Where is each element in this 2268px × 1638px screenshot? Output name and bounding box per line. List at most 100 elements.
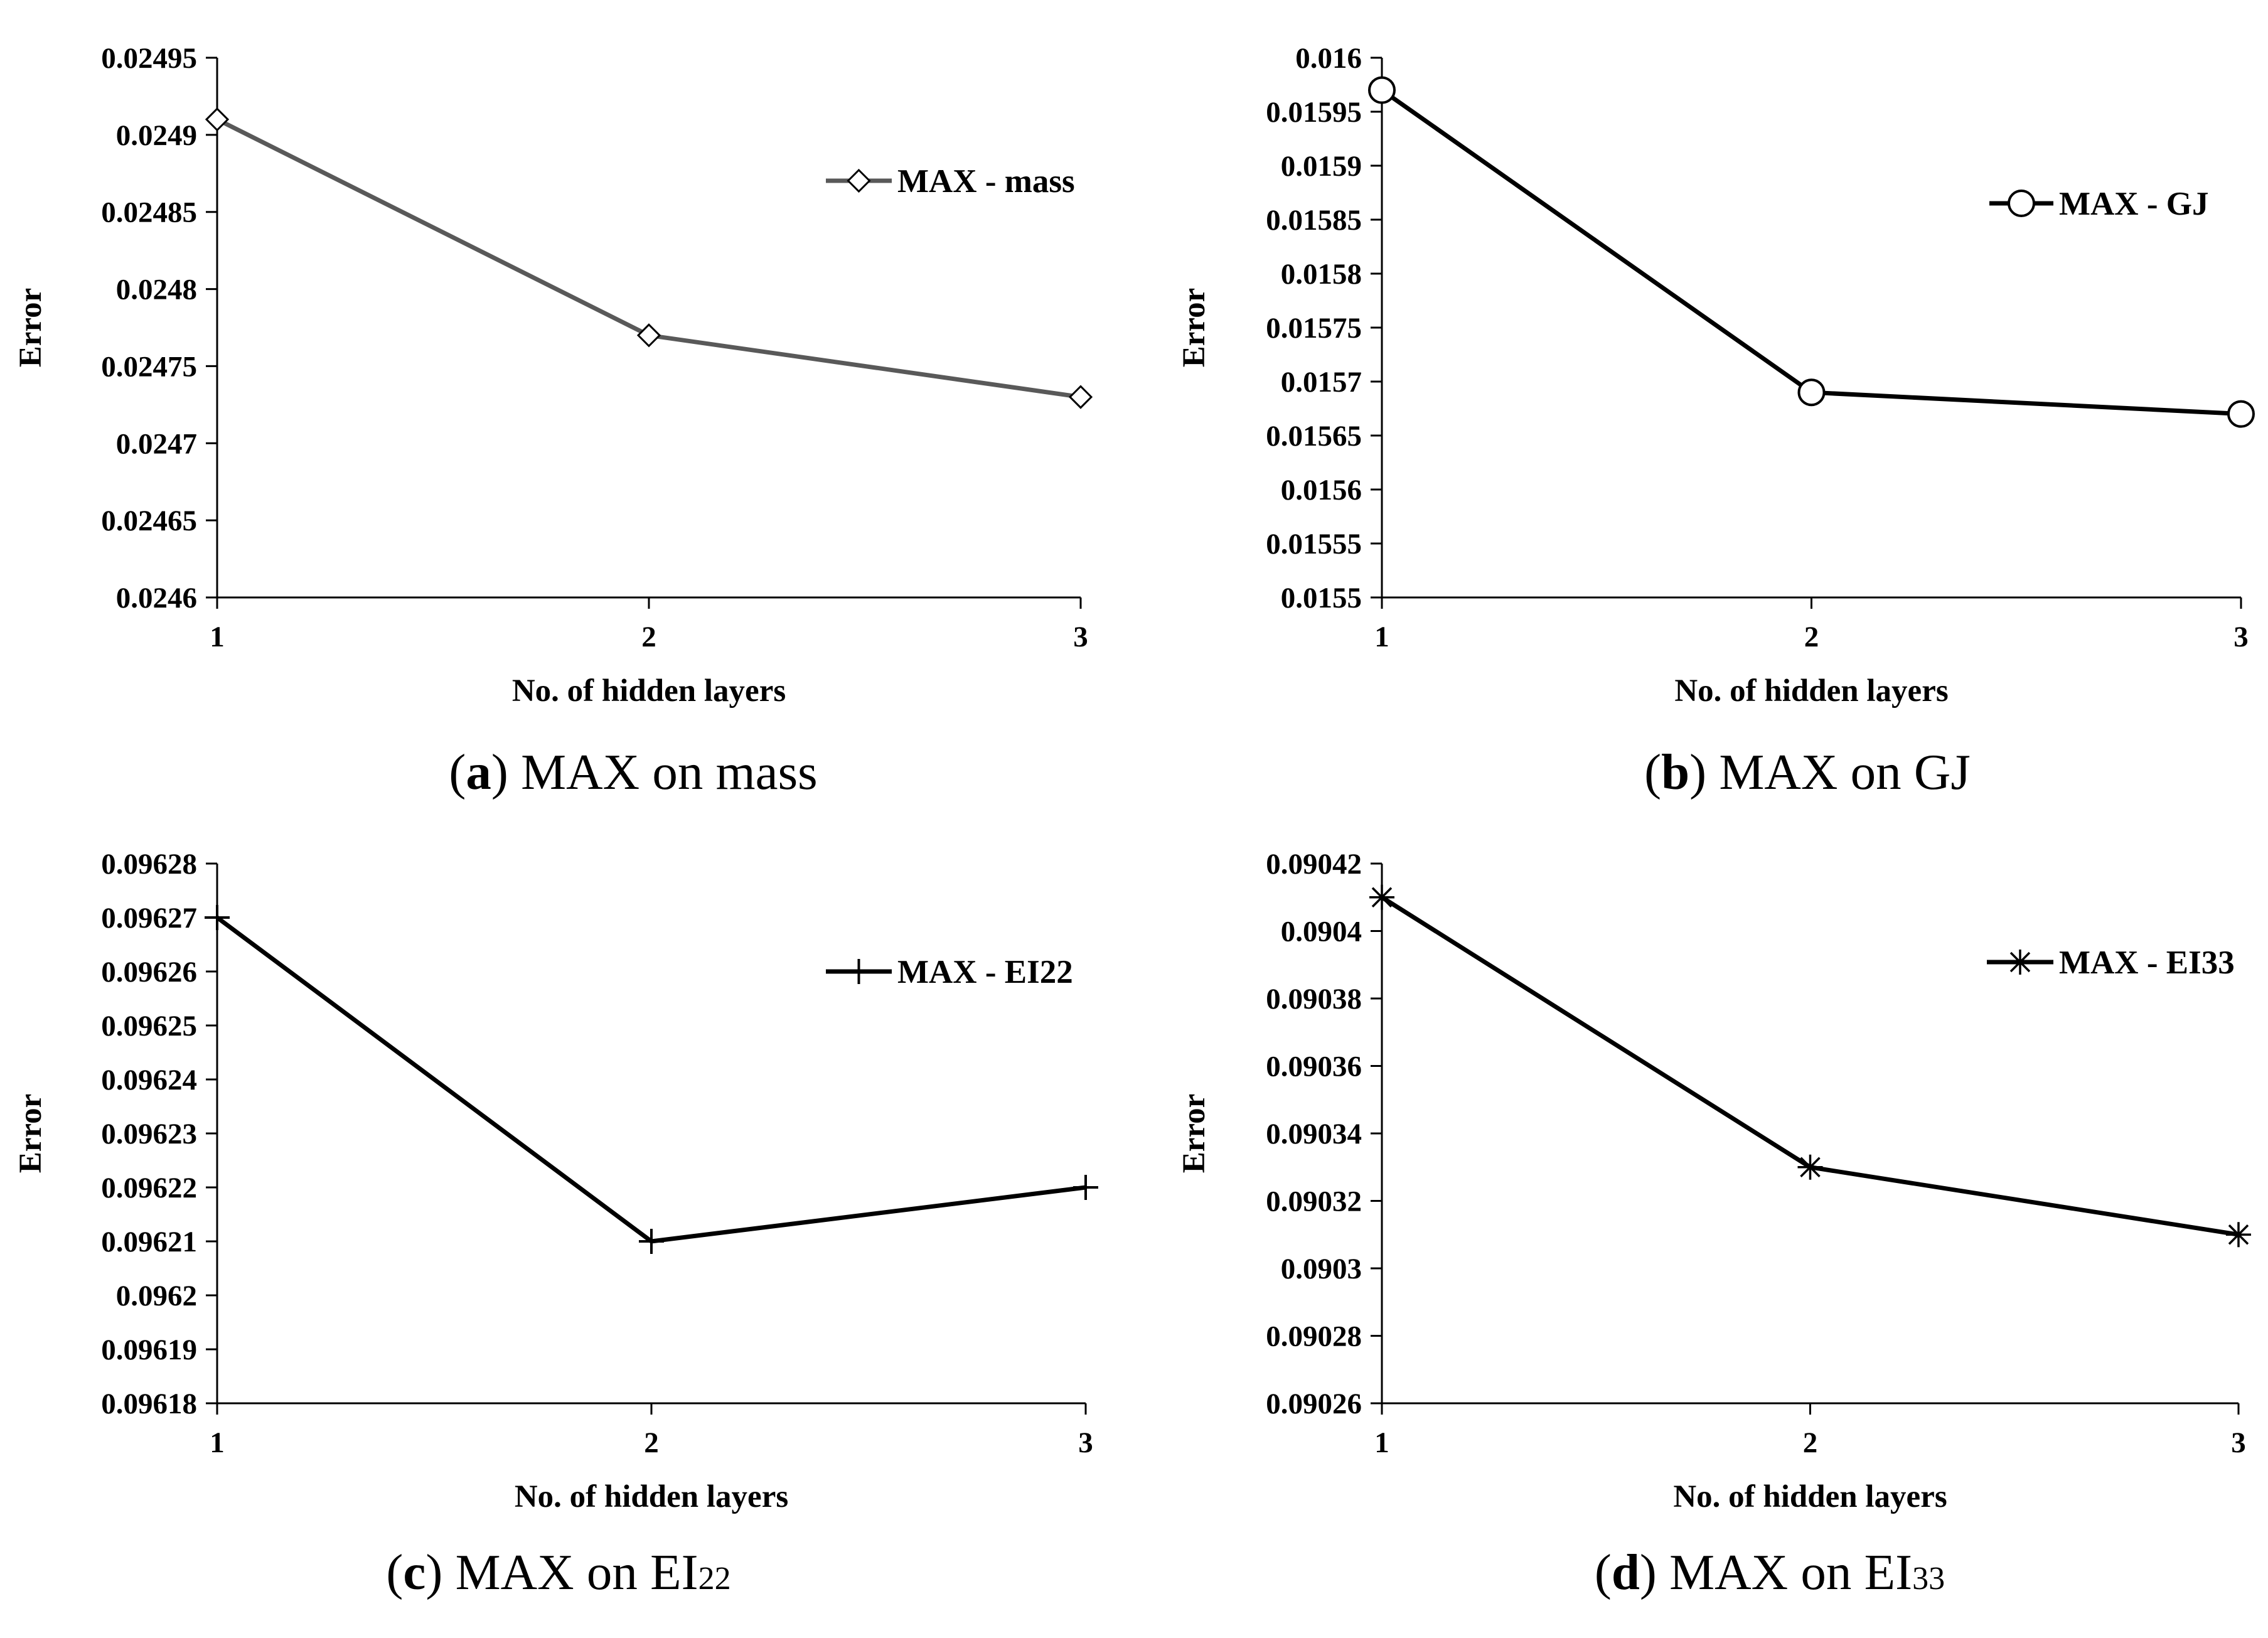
y-tick-label: 0.09026 xyxy=(1266,1388,1362,1420)
caption-close-paren: ) xyxy=(1689,744,1719,800)
y-axis-title: Error xyxy=(1177,288,1212,368)
x-tick-label: 2 xyxy=(641,621,656,653)
y-tick-label: 0.0156 xyxy=(1281,474,1362,506)
x-tick-label: 1 xyxy=(1374,1427,1389,1459)
caption-open-paren: ( xyxy=(1644,744,1661,800)
caption-close-paren: ) xyxy=(491,744,521,800)
y-tick-label: 0.09628 xyxy=(101,848,197,881)
y-tick-label: 0.01595 xyxy=(1266,96,1362,129)
y-tick-label: 0.09034 xyxy=(1266,1118,1362,1150)
legend-c: MAX - EI22 xyxy=(826,954,1073,990)
y-tick-label: 0.01565 xyxy=(1266,420,1362,452)
y-tick-label: 0.09625 xyxy=(101,1010,197,1042)
y-tick-label: 0.09036 xyxy=(1266,1051,1362,1083)
legend-label: MAX - mass xyxy=(897,163,1075,200)
chart-panel-c: 0.09618 0.09619 0.0962 0.09621 0.09622 0.0962… xyxy=(13,848,1098,1600)
x-tick-label: 3 xyxy=(1078,1427,1093,1459)
y-tick-label: 0.01575 xyxy=(1266,312,1362,345)
legend-a: MAX - mass xyxy=(826,163,1075,200)
caption-open-paren: ( xyxy=(1595,1544,1612,1600)
y-axis-title: Error xyxy=(13,1094,48,1174)
series-line-b xyxy=(1380,88,2242,417)
caption-letter: b xyxy=(1661,744,1689,800)
y-axis-title: Error xyxy=(13,288,48,368)
y-tick-label: 0.01555 xyxy=(1266,528,1362,560)
chart-panel-b: 0.0155 0.01555 0.0156 0.01565 0.0157 0.01575 0… xyxy=(1177,42,2255,800)
data-point-c-1 xyxy=(205,905,230,930)
caption-text: MAX on EI xyxy=(456,1544,698,1600)
caption-text: MAX on GJ xyxy=(1719,744,1971,800)
data-point-a-2 xyxy=(636,323,661,348)
x-tick-label: 2 xyxy=(1803,1427,1818,1459)
caption-close-paren: ) xyxy=(425,1544,455,1600)
y-tick-label: 0.0903 xyxy=(1281,1253,1362,1285)
y-tick-label: 0.09621 xyxy=(101,1226,197,1258)
x-tick-label: 2 xyxy=(644,1427,659,1459)
data-point-c-3 xyxy=(1073,1175,1098,1200)
data-point-b-3 xyxy=(2227,400,2255,428)
x-tick-label: 1 xyxy=(1374,621,1389,653)
y-tick-label: 0.09032 xyxy=(1266,1186,1362,1218)
y-tick-label: 0.09618 xyxy=(101,1388,197,1420)
y-tick-label: 0.0246 xyxy=(116,582,197,614)
x-tick-label: 1 xyxy=(210,621,225,653)
y-tick-label: 0.0249 xyxy=(116,119,197,152)
legend-marker-icon xyxy=(2008,950,2033,975)
caption-text: MAX on mass xyxy=(521,744,818,800)
x-axis-title: No. of hidden layers xyxy=(1673,1479,1947,1514)
data-point-a-3 xyxy=(1068,385,1093,409)
data-point-b-1 xyxy=(1368,76,1396,104)
caption-close-paren: ) xyxy=(1640,1544,1669,1600)
data-point-d-3 xyxy=(2226,1222,2251,1248)
legend-label: MAX - EI33 xyxy=(2059,945,2235,981)
y-tick-label: 0.09624 xyxy=(101,1064,197,1096)
x-axis-title: No. of hidden layers xyxy=(1674,673,1948,709)
caption-letter: d xyxy=(1612,1544,1640,1600)
y-tick-label: 0.0904 xyxy=(1281,916,1362,948)
y-tick-label: 0.02485 xyxy=(101,196,197,229)
x-tick-label: 1 xyxy=(210,1427,225,1459)
y-axis-title: Error xyxy=(1177,1094,1212,1174)
x-tick-label: 3 xyxy=(1073,621,1088,653)
legend-b: MAX - GJ xyxy=(1989,186,2208,222)
y-tick-label: 0.0247 xyxy=(116,427,197,460)
legend-d: MAX - EI33 xyxy=(1987,945,2235,981)
y-tick-label: 0.0155 xyxy=(1281,582,1362,614)
y-tick-label: 0.0158 xyxy=(1281,258,1362,291)
y-tick-label: 0.09619 xyxy=(101,1334,197,1366)
x-tick-label: 2 xyxy=(1804,621,1819,653)
y-tick-label: 0.02465 xyxy=(101,505,197,537)
y-tick-label: 0.09623 xyxy=(101,1118,197,1150)
y-tick-label: 0.09042 xyxy=(1266,848,1362,881)
x-axis-title: No. of hidden layers xyxy=(515,1479,788,1514)
x-tick-label: 3 xyxy=(2231,1427,2246,1459)
y-tick-label: 0.02475 xyxy=(101,350,197,383)
caption-c: (c) MAX on EI22 xyxy=(386,1544,730,1600)
y-tick-label: 0.0157 xyxy=(1281,366,1362,399)
y-tick-label: 0.09626 xyxy=(101,956,197,988)
caption-subscript: 22 xyxy=(698,1561,731,1597)
data-point-a-1 xyxy=(205,107,230,132)
chart-panel-a: 0.0246 0.02465 0.0247 0.02475 0.0248 0.02485 0… xyxy=(13,42,1093,800)
y-tick-label: 0.0159 xyxy=(1281,150,1362,183)
caption-d: (d) MAX on EI33 xyxy=(1595,1544,1945,1600)
legend-label: MAX - EI22 xyxy=(897,954,1073,990)
chart-panel-d: 0.09026 0.09028 0.0903 0.09032 0.09034 0.0903… xyxy=(1177,848,2251,1600)
caption-text: MAX on EI xyxy=(1669,1544,1912,1600)
caption-open-paren: ( xyxy=(449,744,466,800)
data-point-d-1 xyxy=(1369,884,1394,910)
caption-letter: c xyxy=(403,1544,425,1600)
caption-subscript: 33 xyxy=(1912,1561,1945,1597)
y-tick-label: 0.02495 xyxy=(101,42,197,75)
caption-open-paren: ( xyxy=(386,1544,403,1600)
legend-marker-icon xyxy=(2008,190,2035,217)
data-point-d-2 xyxy=(1797,1154,1823,1180)
y-tick-label: 0.01585 xyxy=(1266,204,1362,237)
y-tick-label: 0.0248 xyxy=(116,274,197,306)
y-tick-label: 0.0962 xyxy=(116,1280,197,1312)
caption-b: (b) MAX on GJ xyxy=(1644,744,1971,800)
legend-marker-icon xyxy=(847,168,871,193)
data-point-b-2 xyxy=(1797,378,1826,407)
series-line-a xyxy=(216,117,1081,400)
